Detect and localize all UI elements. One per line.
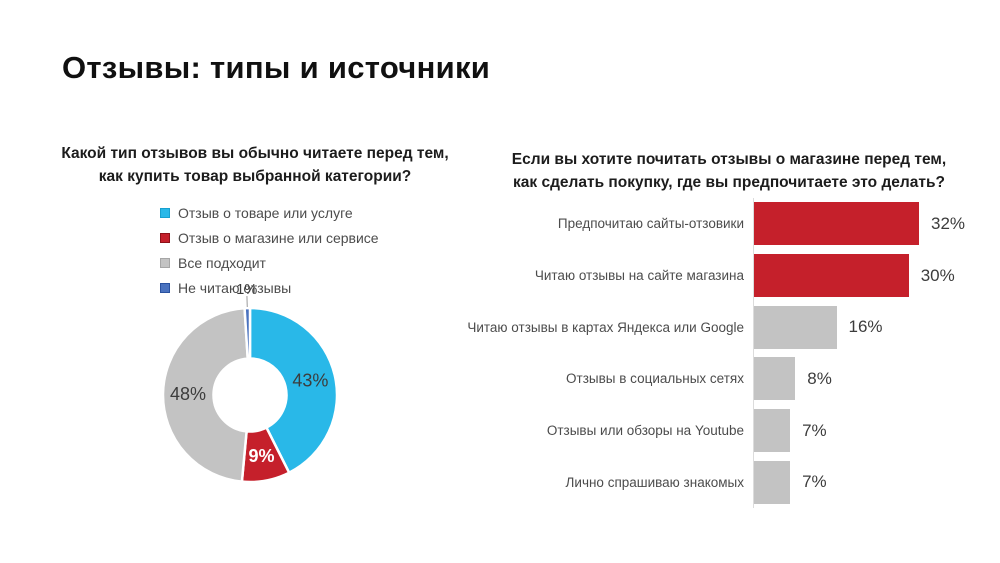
donut-chart-title-line1: Какой тип отзывов вы обычно читаете пере… [61,145,449,162]
bar-row: Лично спрашиваю знакомых 7% [430,456,970,509]
bar [754,460,791,504]
donut-value-label: 9% [249,446,275,466]
legend-label: Отзыв о магазине или сервисе [178,229,379,246]
bar-value-label: 7% [802,420,827,440]
bar-value-label: 16% [848,317,883,337]
bar-chart: Предпочитаю сайты-отзовики 32% Читаю отзыв… [430,198,970,509]
bar-track: 7% [753,456,970,509]
legend-label: Отзыв о товаре или услуге [178,204,353,221]
bar-row: Читаю отзывы на сайте магазина 30% [430,249,970,302]
bar-value-label: 30% [920,265,955,285]
bar [754,254,909,298]
slide-title: Отзывы: типы и источники [62,50,491,85]
legend-item: Отзыв о магазине или сервисе [160,225,379,250]
bar-track: 16% [753,301,970,354]
bar-track: 32% [753,198,970,250]
donut-chart-title: Какой тип отзывов вы обычно читаете пере… [50,142,460,188]
bar-track: 30% [753,249,970,302]
donut-slice [243,306,252,360]
donut-chart-title-line2: как купить товар выбранной категории? [98,168,412,185]
donut-value-label: 1% [236,282,257,298]
bar-row: Отзывы или обзоры на Youtube 7% [430,404,970,457]
bar-chart-title-line2: как сделать покупку, где вы предпочитает… [513,174,945,191]
bar-value-label: 32% [931,213,966,233]
bar-category-label: Отзывы или обзоры на Youtube [546,423,744,439]
legend-item: Все подходит [160,250,379,275]
legend-color-swatch-icon [160,207,170,218]
legend-color-swatch-icon [160,257,170,268]
bar-row: Предпочитаю сайты-отзовики 32% [430,198,970,250]
legend-color-swatch-icon [160,232,170,243]
legend-label: Не читаю отзывы [178,279,292,296]
bar-category-label: Читаю отзывы в картах Яндекса или Google [467,319,744,335]
bar [754,202,919,246]
donut-chart: 43% 9% 48% 1% [161,282,339,484]
donut-slice [161,306,250,483]
donut-slice [248,306,339,475]
bar-value-label: 8% [807,368,832,388]
legend-color-swatch-icon [160,282,170,293]
legend-item: Отзыв о товаре или услуге [160,200,379,225]
legend-item: Не читаю отзывы [160,275,379,300]
donut-value-label: 48% [170,384,206,404]
bar-row: Отзывы в социальных сетях 8% [430,353,970,405]
bar-value-label: 7% [802,472,827,492]
bar-category-label: Предпочитаю сайты-отзовики [557,216,744,232]
bar-category-label: Читаю отзывы на сайте магазина [534,268,744,284]
bar [754,357,796,401]
bar-chart-title-line1: Если вы хотите почитать отзывы о магазин… [511,151,947,168]
legend-label: Все подходит [178,254,266,271]
donut-value-label: 43% [292,371,328,391]
bar-category-label: Отзывы в социальных сетях [566,371,744,387]
bar-category-label: Лично спрашиваю знакомых [565,474,744,490]
bar [754,305,837,349]
bar-chart-title: Если вы хотите почитать отзывы о магазин… [492,148,966,194]
bar [754,409,791,453]
bar-track: 7% [753,404,970,457]
bar-row: Читаю отзывы в картах Яндекса или Google… [430,301,970,354]
donut-legend: Отзыв о товаре или услуге Отзыв о магазин… [160,200,379,300]
bar-track: 8% [753,353,970,405]
